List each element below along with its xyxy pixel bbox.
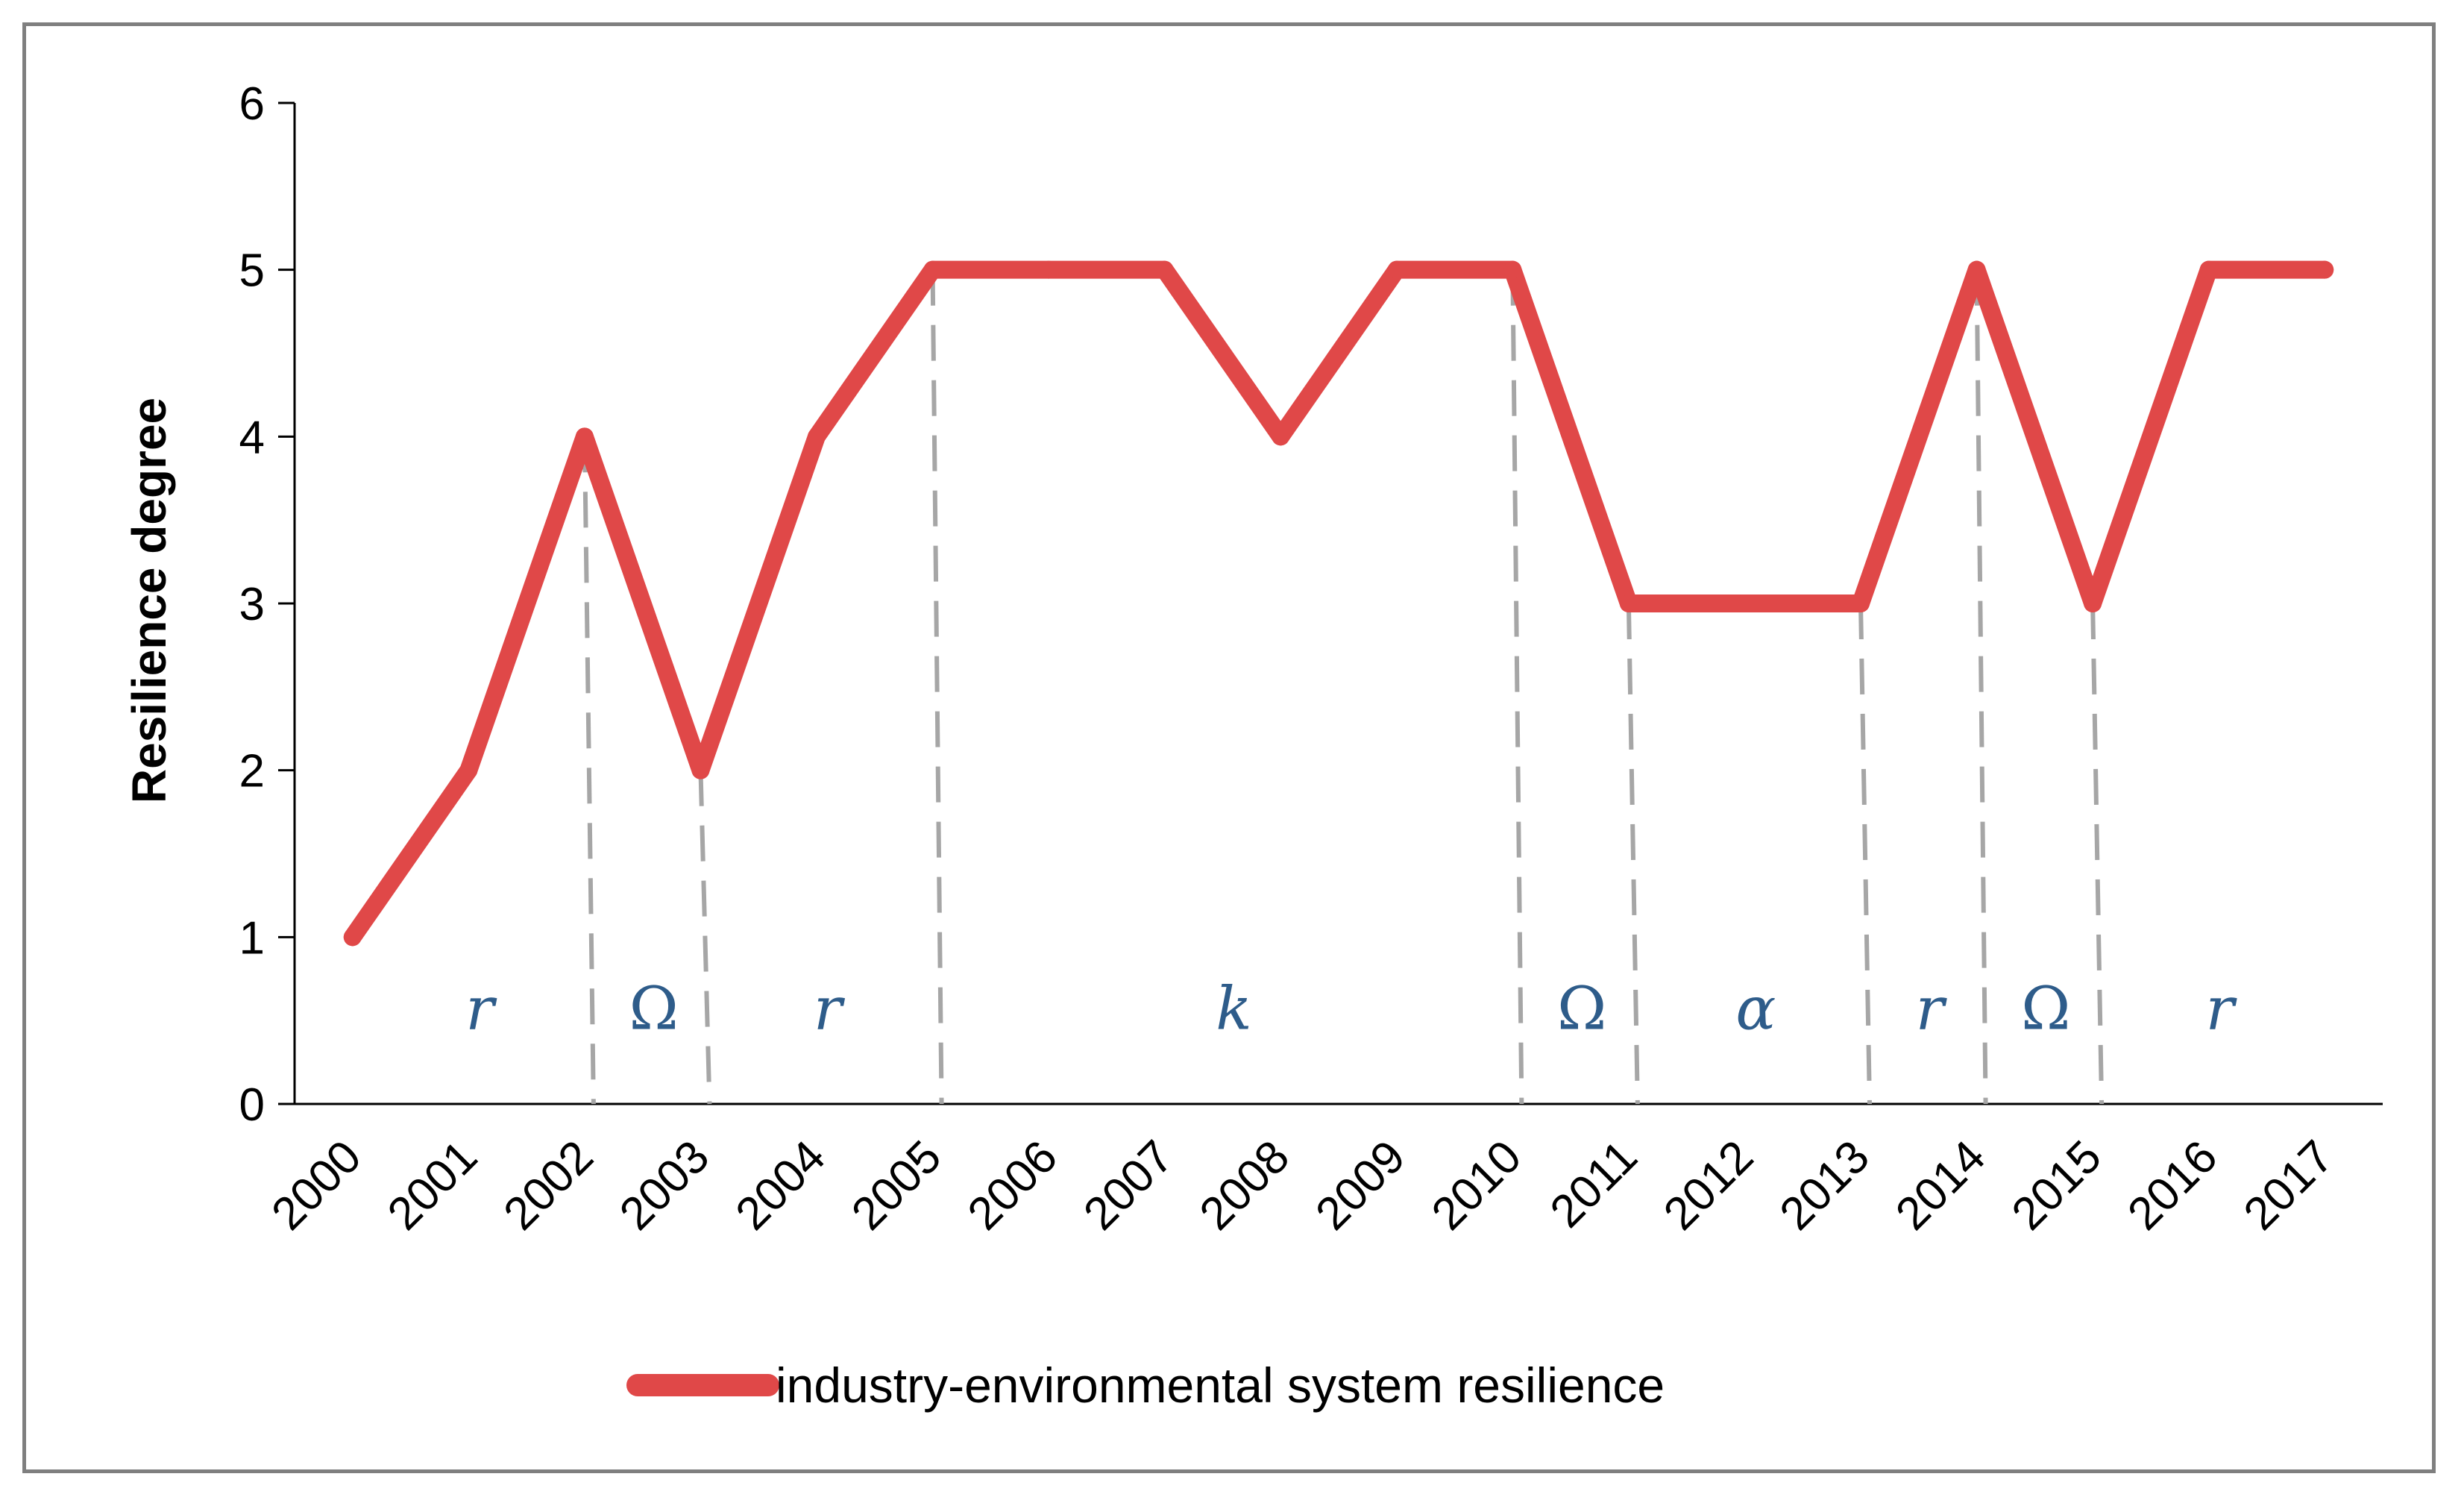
x-tick-label: 2003 bbox=[610, 1131, 719, 1240]
phase-label: r bbox=[2206, 973, 2238, 1043]
data-point bbox=[1040, 260, 1058, 279]
phase-label: r bbox=[465, 973, 497, 1043]
data-point bbox=[1852, 594, 1870, 612]
data-point bbox=[923, 260, 942, 279]
data-point bbox=[1967, 260, 1986, 279]
phase-boundary-line bbox=[1510, 269, 1524, 1105]
data-point bbox=[1387, 260, 1406, 279]
series-line bbox=[343, 260, 2334, 947]
data-point bbox=[1735, 594, 1754, 612]
phase-label: r bbox=[1916, 973, 1948, 1043]
x-tick-label: 2013 bbox=[1770, 1131, 1879, 1240]
axes bbox=[278, 101, 2383, 1105]
x-tick-label: 2007 bbox=[1074, 1131, 1183, 1240]
x-tick-label: 2001 bbox=[378, 1131, 487, 1240]
data-point bbox=[1272, 427, 1290, 446]
phase-boundary-line bbox=[1974, 269, 1988, 1105]
x-tick-label: 2002 bbox=[494, 1131, 603, 1240]
phase-label: k bbox=[1216, 973, 1251, 1043]
legend-label: industry-environmental system resilience bbox=[776, 1358, 1665, 1413]
x-tick-label: 2004 bbox=[726, 1131, 835, 1240]
data-point bbox=[691, 761, 710, 779]
phase-label: r bbox=[814, 973, 846, 1043]
y-tick-label: 0 bbox=[239, 1079, 265, 1131]
y-tick-label: 1 bbox=[239, 912, 265, 964]
data-point bbox=[1503, 260, 1522, 279]
phase-label: Ω bbox=[2021, 973, 2070, 1043]
data-point bbox=[2199, 260, 2218, 279]
phase-boundary-line bbox=[582, 436, 596, 1105]
x-tick-label: 2010 bbox=[1422, 1131, 1531, 1240]
data-point bbox=[2316, 260, 2334, 279]
y-tick-label: 4 bbox=[239, 412, 265, 463]
x-tick-label: 2000 bbox=[262, 1131, 371, 1240]
x-tick-label: 2009 bbox=[1306, 1131, 1415, 1240]
phase-label: α bbox=[1735, 973, 1776, 1043]
chart-frame bbox=[22, 22, 2436, 1473]
series-layer bbox=[343, 260, 2334, 947]
x-tick-label: 2008 bbox=[1190, 1131, 1299, 1240]
data-point bbox=[2084, 594, 2102, 612]
y-tick-label: 3 bbox=[239, 579, 265, 630]
legend: industry-environmental system resilience bbox=[626, 1358, 1665, 1413]
y-tick-label: 2 bbox=[239, 746, 265, 797]
data-point bbox=[459, 761, 478, 779]
phase-label: Ω bbox=[1557, 973, 1606, 1043]
x-tick-label: 2006 bbox=[958, 1131, 1067, 1240]
phase-boundary-line bbox=[698, 770, 712, 1105]
data-point bbox=[575, 427, 594, 446]
x-tick-label: 2012 bbox=[1654, 1131, 1763, 1240]
x-tick-label: 2014 bbox=[1886, 1131, 1995, 1240]
phase-label: Ω bbox=[629, 973, 679, 1043]
data-point bbox=[1155, 260, 1174, 279]
data-point bbox=[343, 928, 362, 947]
phase-boundary-line bbox=[930, 269, 944, 1105]
data-point bbox=[1619, 594, 1638, 612]
phase-boundary-line bbox=[1626, 603, 1640, 1105]
phase-boundary-lines bbox=[582, 269, 2105, 1105]
x-tick-label: 2015 bbox=[2002, 1131, 2111, 1240]
phase-boundary-line bbox=[2090, 603, 2105, 1105]
x-tick-label: 2011 bbox=[1541, 1131, 1647, 1237]
y-tick-label: 5 bbox=[239, 245, 265, 297]
y-axis-title: Resilience degree bbox=[122, 398, 176, 803]
y-tick-label: 6 bbox=[239, 78, 265, 130]
x-tick-label: 2016 bbox=[2118, 1131, 2227, 1240]
data-point bbox=[808, 427, 826, 446]
x-tick-label: 2005 bbox=[842, 1131, 951, 1240]
phase-boundary-line bbox=[1858, 603, 1872, 1105]
x-tick-label: 2017 bbox=[2234, 1131, 2343, 1240]
